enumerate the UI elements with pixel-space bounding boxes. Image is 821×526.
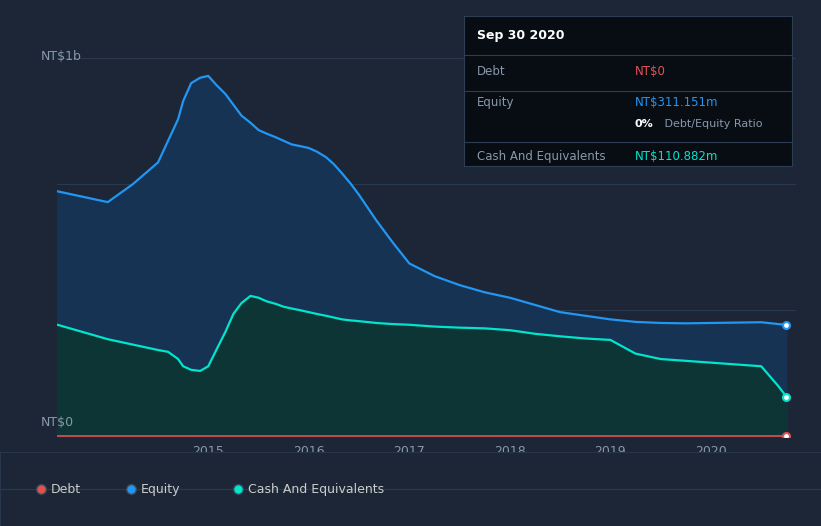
Text: Equity: Equity <box>141 483 181 495</box>
Text: Cash And Equivalents: Cash And Equivalents <box>477 150 606 163</box>
Text: Debt: Debt <box>477 65 506 78</box>
Text: NT$0: NT$0 <box>635 65 666 78</box>
Text: Debt: Debt <box>51 483 81 495</box>
Text: NT$110.882m: NT$110.882m <box>635 150 718 163</box>
Text: NT$0: NT$0 <box>41 416 74 429</box>
Text: NT$1b: NT$1b <box>41 50 82 63</box>
Text: 0%: 0% <box>635 119 654 129</box>
Text: Cash And Equivalents: Cash And Equivalents <box>248 483 384 495</box>
Text: Sep 30 2020: Sep 30 2020 <box>477 29 565 42</box>
Text: Debt/Equity Ratio: Debt/Equity Ratio <box>661 119 763 129</box>
Text: NT$311.151m: NT$311.151m <box>635 96 718 109</box>
Text: Equity: Equity <box>477 96 515 109</box>
